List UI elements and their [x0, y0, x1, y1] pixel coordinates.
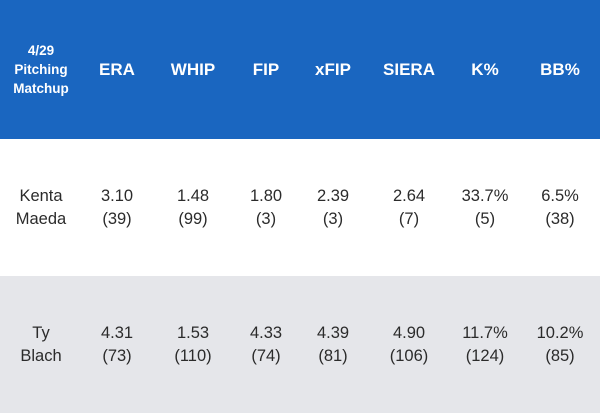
stat-cell-siera: 4.90 (106) [368, 276, 450, 413]
stat-rank: (38) [545, 209, 575, 228]
table-body: Kenta Maeda 3.10 (39) 1.48 (99) 1.80 (3)… [0, 139, 600, 413]
stat-value: 4.33 [249, 323, 283, 342]
table-header: 4/29 Pitching Matchup ERA WHIP FIP xFIP … [0, 0, 600, 139]
matchup-label-2: Matchup [13, 81, 69, 96]
column-header-siera: SIERA [383, 59, 435, 79]
stat-rank: (81) [318, 346, 348, 365]
header-row: 4/29 Pitching Matchup ERA WHIP FIP xFIP … [0, 0, 600, 139]
stat-rank: (124) [465, 346, 505, 365]
stat-value: 2.64 [392, 186, 426, 205]
stat-value: 1.80 [249, 186, 283, 205]
stat-value: 10.2% [536, 323, 584, 342]
pitcher-name: Ty Blach [0, 276, 82, 413]
pitcher-last-name: Maeda [15, 209, 67, 228]
stat-rank: (3) [322, 209, 344, 228]
column-header-whip: WHIP [170, 59, 216, 79]
stat-value: 6.5% [541, 186, 579, 205]
stat-cell-whip: 1.48 (99) [152, 139, 234, 276]
stat-rank: (39) [102, 209, 132, 228]
stat-cell-k-pct: 33.7% (5) [450, 139, 520, 276]
matchup-header: 4/29 Pitching Matchup [0, 0, 82, 139]
stat-value: 4.39 [316, 323, 350, 342]
stat-rank: (106) [389, 346, 429, 365]
stat-rank: (85) [545, 346, 575, 365]
stat-value: 1.53 [176, 323, 210, 342]
stat-rank: (73) [102, 346, 132, 365]
stat-cell-fip: 1.80 (3) [234, 139, 298, 276]
stat-value: 2.39 [316, 186, 350, 205]
stat-value: 33.7% [461, 186, 509, 205]
stat-rank: (110) [174, 346, 212, 365]
column-header-bb-pct: BB% [540, 59, 580, 79]
pitcher-name: Kenta Maeda [0, 139, 82, 276]
column-header-fip: FIP [252, 59, 280, 79]
table-row: Kenta Maeda 3.10 (39) 1.48 (99) 1.80 (3)… [0, 139, 600, 276]
column-header-era: ERA [99, 59, 135, 79]
stat-rank: (3) [255, 209, 277, 228]
stat-value: 4.31 [100, 323, 134, 342]
stat-cell-k-pct: 11.7% (124) [450, 276, 520, 413]
stat-value: 4.90 [392, 323, 426, 342]
table-row: Ty Blach 4.31 (73) 1.53 (110) 4.33 (74) … [0, 276, 600, 413]
stat-cell-fip: 4.33 (74) [234, 276, 298, 413]
matchup-label-1: Pitching [14, 62, 68, 77]
stat-cell-siera: 2.64 (7) [368, 139, 450, 276]
stat-cell-era: 3.10 (39) [82, 139, 152, 276]
stat-rank: (7) [398, 209, 420, 228]
stat-value: 11.7% [462, 323, 508, 342]
stat-cell-era: 4.31 (73) [82, 276, 152, 413]
matchup-date: 4/29 [27, 43, 55, 58]
stat-cell-bb-pct: 10.2% (85) [520, 276, 600, 413]
stat-value: 3.10 [100, 186, 134, 205]
stat-rank: (99) [178, 209, 208, 228]
stat-rank: (5) [474, 209, 496, 228]
stat-value: 1.48 [176, 186, 210, 205]
pitcher-first-name: Ty [32, 323, 50, 342]
stat-rank: (74) [251, 346, 281, 365]
column-header-xfip: xFIP [315, 59, 351, 79]
stat-cell-bb-pct: 6.5% (38) [520, 139, 600, 276]
column-header-k-pct: K% [471, 59, 499, 79]
stat-cell-whip: 1.53 (110) [152, 276, 234, 413]
pitcher-first-name: Kenta [19, 186, 63, 205]
stat-cell-xfip: 2.39 (3) [298, 139, 368, 276]
stat-cell-xfip: 4.39 (81) [298, 276, 368, 413]
pitcher-last-name: Blach [20, 346, 62, 365]
